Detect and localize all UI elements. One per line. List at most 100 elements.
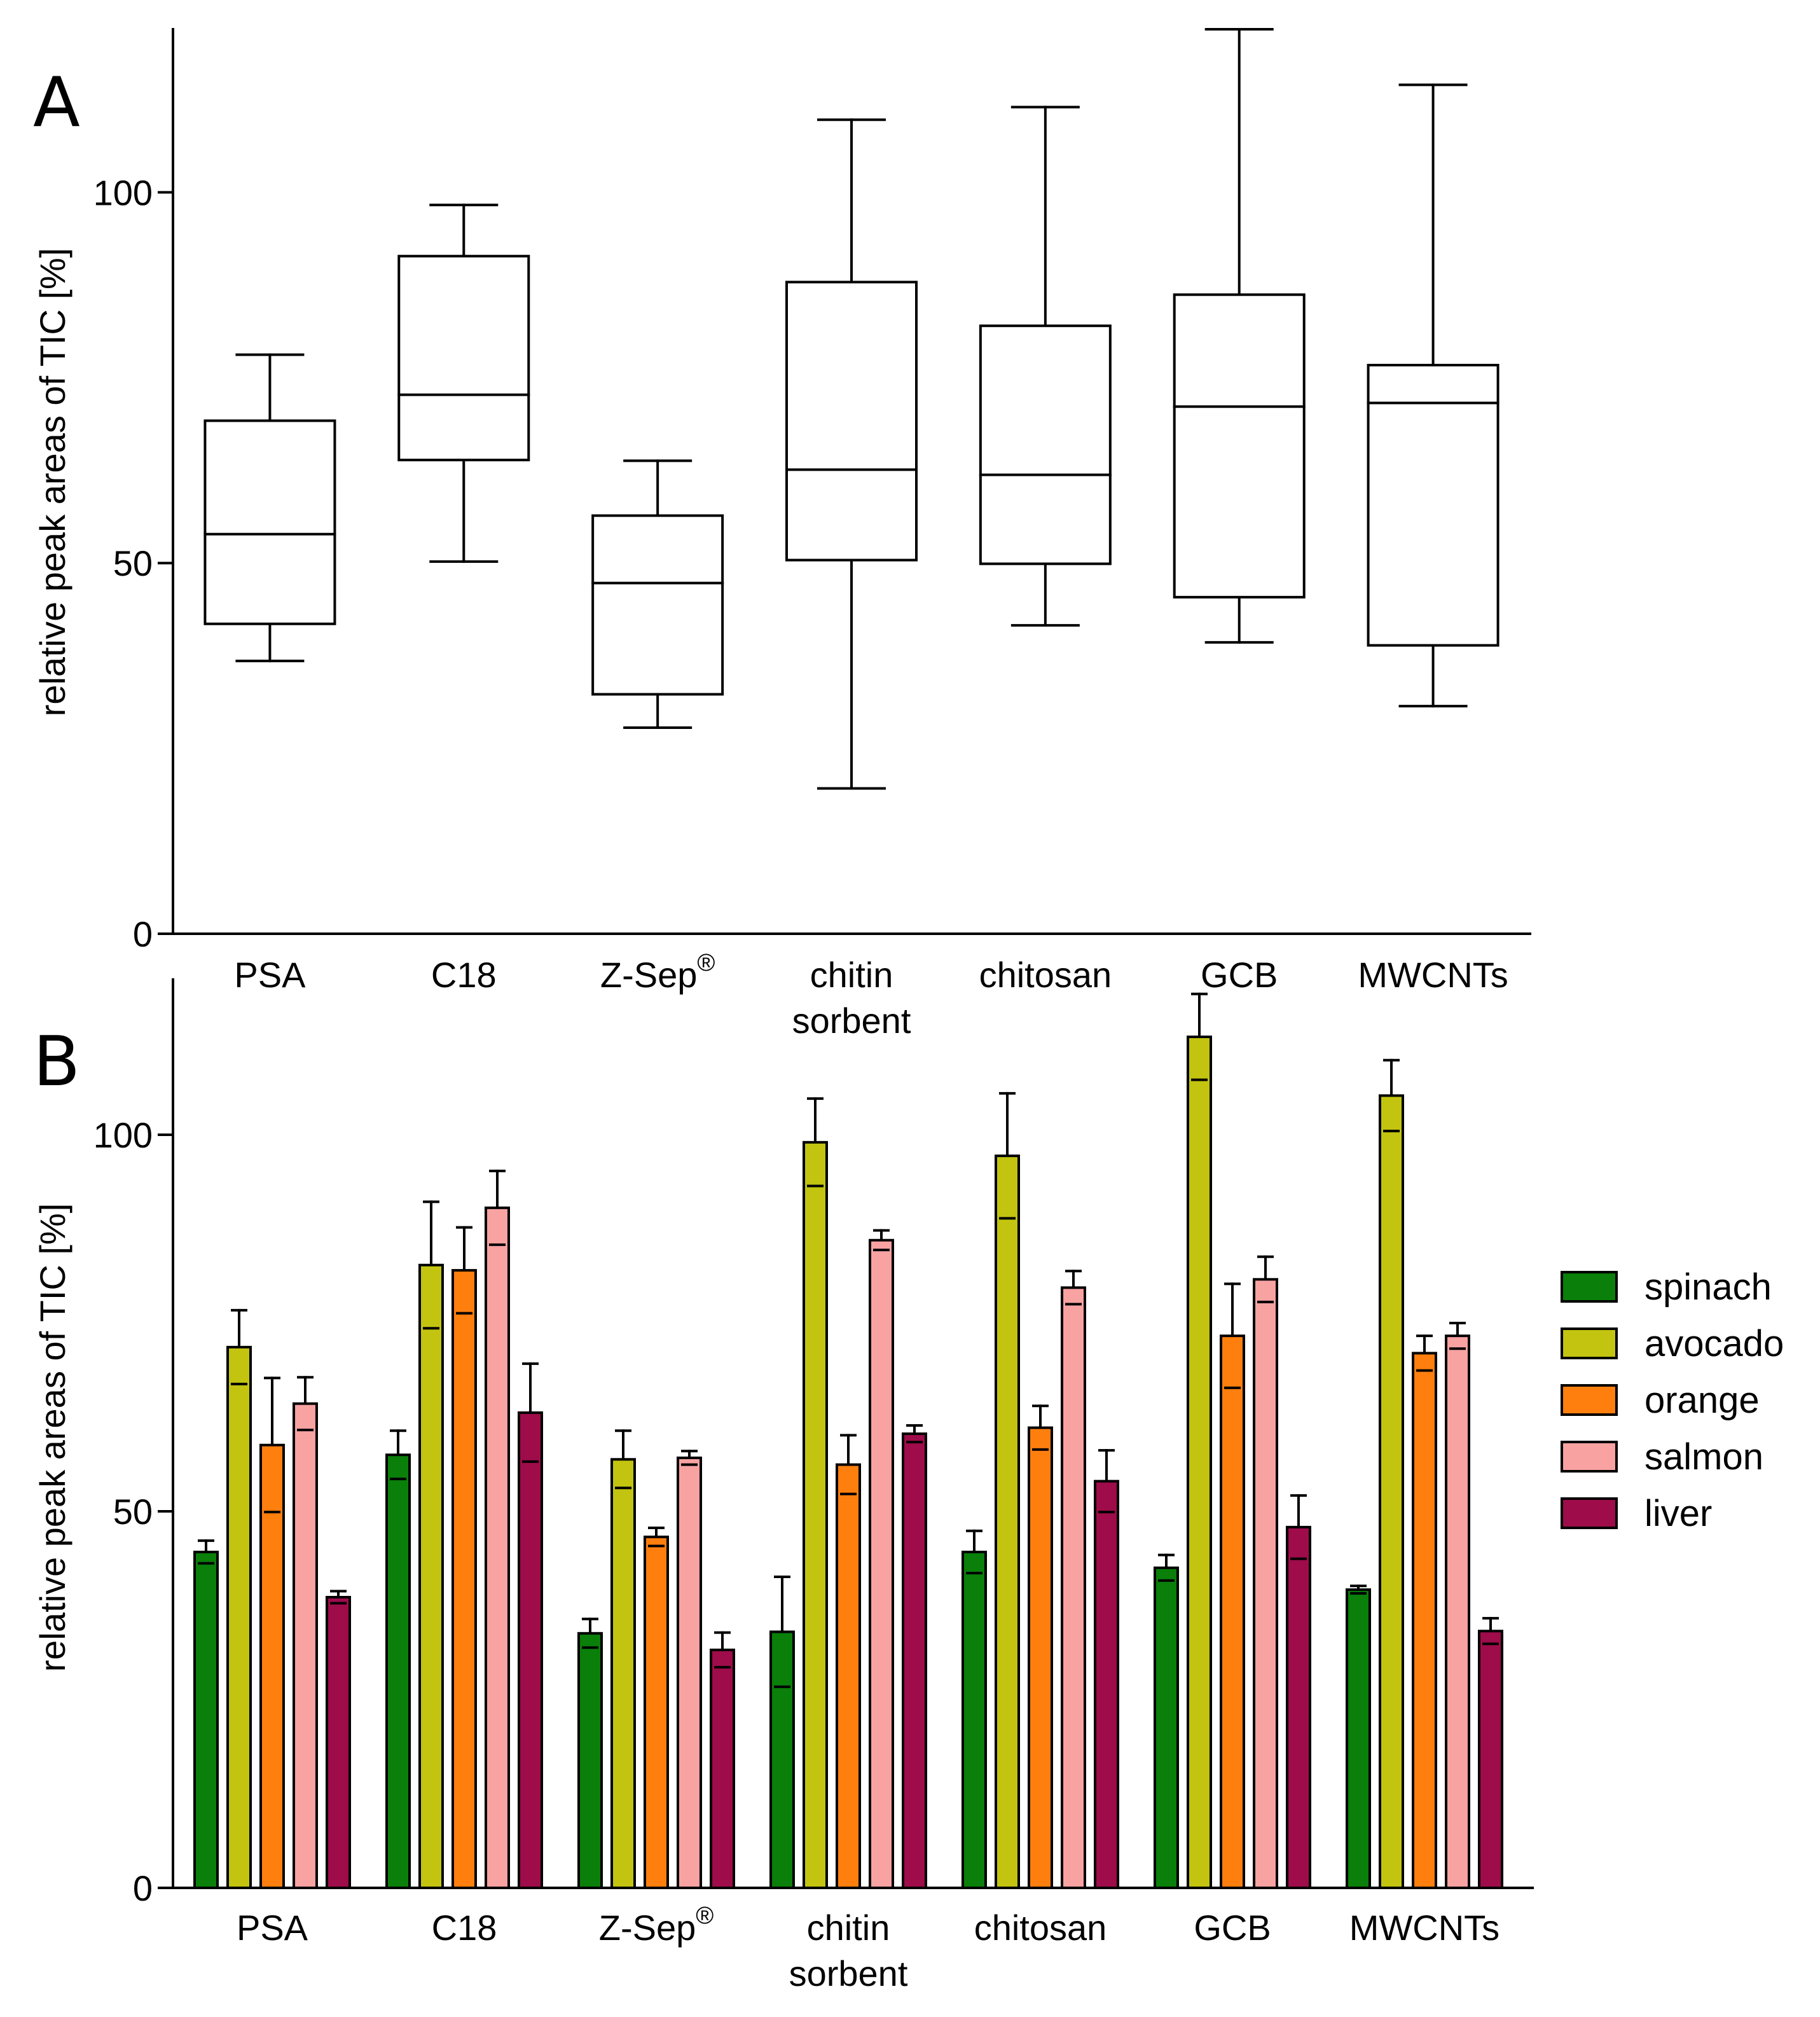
bar-spinach [577,1632,603,1890]
y-tick-label: 0 [133,1868,153,1908]
box-6 [1173,28,1306,644]
bar-spinach [385,1453,411,1889]
bar-avocado [803,1140,828,1889]
x-tick-label: Z-Sep® [599,1903,714,1948]
bar-group-3 [577,1429,735,1890]
legend-label-spinach: spinach [1644,1266,1772,1308]
x-tick-label: chitosan [974,1908,1107,1948]
legend-swatch-avocado [1561,1327,1618,1359]
bar-orange [1028,1426,1053,1889]
bar-orange [1412,1352,1437,1890]
x-tick-label: MWCNTs [1349,1908,1499,1948]
bar-avocado [226,1345,252,1889]
panel-a-label: A [33,63,80,142]
bar-orange [644,1535,669,1890]
bar-liver [1286,1525,1311,1889]
bar-spinach [193,1550,219,1890]
x-tick-label: PSA [237,1908,308,1948]
bar-liver [518,1411,543,1889]
bar-group-4 [769,1097,927,1890]
box-iqr [979,324,1112,565]
legend-swatch-salmon [1561,1441,1618,1473]
bar-salmon [1061,1286,1086,1890]
bar-avocado [1187,1036,1212,1889]
bar-group-6 [1154,992,1311,1890]
x-tick-label: sorbent [789,1953,908,1993]
panel-b-label: B [33,1022,80,1102]
bar-group-5 [962,1092,1119,1890]
panel-b-marks: 0 50 100 PSA C18 Z-Sep® chitin sorbent chitosan G… [93,978,1534,1993]
legend-label-orange: orange [1644,1380,1760,1421]
bar-orange [836,1463,861,1890]
panel-a-y-axis-title: relative peak areas of TIC [%] [32,248,72,717]
bar-orange [452,1269,477,1889]
bar-liver [326,1595,351,1890]
bar-spinach [1154,1566,1179,1890]
x-tick-label: GCB [1194,1908,1271,1948]
x-tick-label: chitin [807,1908,890,1948]
bar-spinach [769,1630,795,1889]
bar-spinach [1346,1588,1371,1889]
legend-label-salmon: salmon [1644,1436,1763,1478]
x-tick-label: sorbent [792,1001,911,1041]
y-tick-label: 100 [93,172,153,212]
bar-liver [710,1648,735,1889]
x-tick-label: GCB [1201,955,1278,995]
legend-swatch-orange [1561,1384,1618,1416]
bar-liver [1094,1480,1119,1889]
box-iqr [397,254,530,462]
box-3 [591,459,724,729]
box-iqr [591,514,724,696]
legend-label-liver: liver [1644,1493,1712,1534]
legend-label-avocado: avocado [1644,1323,1784,1364]
box-1 [203,353,336,663]
box-iqr [1173,293,1306,599]
bar-orange [259,1443,285,1890]
bar-salmon [677,1456,702,1890]
x-tick-label: chitin [810,955,893,995]
x-tick-label: C18 [432,1908,497,1948]
bar-liver [1478,1630,1503,1890]
bar-avocado [1379,1094,1404,1889]
registered-mark: ® [697,950,715,976]
x-tick-label: C18 [431,955,497,995]
panel-a-marks: 0 50 100 PSA C18 Z-Sep® chitin sorbent chitosan G… [93,28,1531,1041]
box-iqr [1367,364,1499,647]
bar-salmon [1445,1334,1470,1889]
bar-group-7 [1346,1058,1503,1890]
box-5 [979,106,1112,627]
registered-mark: ® [696,1903,714,1929]
y-tick-label: 50 [113,543,153,583]
y-tick-label: 50 [113,1492,153,1532]
bar-group-2 [385,1169,543,1890]
y-tick-label: 100 [93,1115,153,1155]
panel-b-bar-chart: B relative peak areas of TIC [%] 0 50 100 P… [32,978,1784,1993]
box-2 [397,204,530,563]
x-tick-label: Z-Sep® [600,950,715,995]
legend: spinach avocado orange salmon liver [1561,1266,1784,1534]
bar-spinach [962,1550,987,1890]
box-iqr [203,419,336,625]
bar-salmon [485,1206,510,1889]
panel-a-box-plot: A relative peak areas of TIC [%] 0 50 100 P… [32,28,1531,1041]
box-4 [785,118,918,790]
bar-avocado [610,1458,636,1889]
box-7 [1367,83,1499,708]
x-tick-label: PSA [234,955,306,995]
panel-b-y-axis-title: relative peak areas of TIC [%] [32,1203,72,1672]
box-iqr [785,281,918,562]
bar-liver [902,1432,927,1890]
legend-swatch-liver [1561,1497,1618,1529]
legend-swatch-spinach [1561,1271,1618,1303]
bar-avocado [418,1263,444,1890]
bar-avocado [995,1154,1020,1889]
bar-salmon [869,1238,894,1889]
bar-salmon [293,1402,318,1889]
bar-orange [1220,1334,1245,1889]
y-tick-label: 0 [133,914,153,954]
x-tick-label: MWCNTs [1358,955,1508,995]
bar-group-1 [193,1308,351,1890]
x-tick-label: chitosan [979,955,1112,995]
bar-salmon [1253,1278,1278,1889]
